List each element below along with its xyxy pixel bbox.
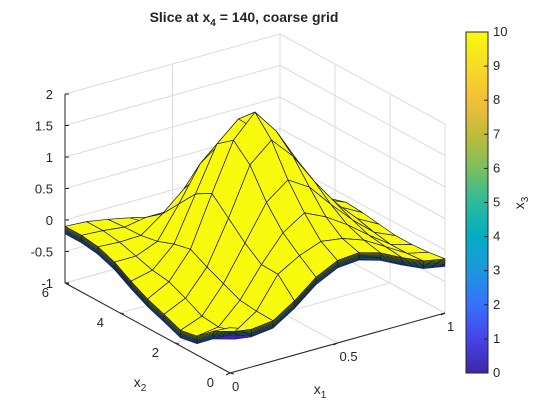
colorbar-tick-label: 3 [493, 263, 500, 278]
colorbar-label-base: x [511, 202, 527, 209]
y-tick-label: 0 [207, 375, 214, 390]
grid-z-side-6 [279, 33, 446, 125]
colorbar-label-sub: 3 [520, 196, 531, 202]
title-sub: 4 [210, 18, 216, 29]
layer-bands [64, 225, 446, 344]
y-axis-line [64, 282, 231, 374]
grid-z-side-4 [279, 96, 446, 188]
x-axis-label: x1 [314, 381, 327, 401]
grid-z-side-5 [279, 65, 446, 156]
title-post: = 140, coarse grid [216, 9, 339, 25]
colorbar-tick-label: 5 [493, 195, 500, 210]
colorbar-tick-label: 10 [493, 24, 507, 39]
colorbar-label: x3 [511, 196, 531, 209]
y-axis-label: x2 [134, 374, 147, 394]
y-tick-label: 6 [42, 285, 49, 300]
colorbar-tick-label: 4 [493, 229, 500, 244]
y-tick-label: 4 [97, 315, 104, 330]
z-tick-label: 1.5 [35, 119, 53, 134]
colorbar-tick-label: 8 [493, 92, 500, 107]
z-tick-label: 2 [46, 87, 53, 102]
z-tick-labels: -1 -0.5 0 0.5 1 1.5 2 [31, 87, 69, 291]
colorbar-ticks: 0 1 2 3 4 5 6 7 8 9 10 [484, 24, 507, 380]
y-tick-mark [119, 312, 125, 315]
isosurface-level-10-cell [406, 251, 446, 262]
z-tick-label: -0.5 [31, 245, 53, 260]
z-tick-label: -1 [41, 276, 53, 291]
colorbar-tick-label: 6 [493, 160, 500, 175]
x-axis-label-sub: 1 [321, 390, 327, 401]
colorbar-tick-label: 0 [493, 365, 500, 380]
surface-plot [64, 111, 446, 345]
colorbar-tick-label: 1 [493, 331, 500, 346]
title-pre: Slice at x [150, 9, 211, 25]
y-tick-label: 2 [152, 345, 159, 360]
y-axis-label-base: x [134, 374, 141, 390]
colorbar-tick-label: 7 [493, 126, 500, 141]
y-axis-label-sub: 2 [141, 383, 147, 394]
x-tick-labels: 00.51 [225, 312, 454, 394]
z-tick-label: 1 [46, 150, 53, 165]
y-tick-mark [174, 342, 180, 345]
x-tick-label: 0.5 [340, 349, 358, 364]
grid-z-side-3 [279, 128, 446, 219]
x-tick-mark [225, 372, 231, 376]
x-tick-mark [333, 342, 338, 346]
x-tick-label: 1 [447, 319, 454, 334]
x-tick-label: 0 [232, 379, 239, 394]
y-tick-mark [229, 372, 235, 375]
y-tick-labels: 0 2 4 6 [42, 282, 235, 390]
isosurface-level-10 [64, 111, 446, 337]
z-tick-label: 0.5 [35, 182, 53, 197]
colorbar-tick-label: 9 [493, 58, 500, 73]
x-tick-mark [440, 312, 446, 316]
x-axis-label-base: x [314, 381, 321, 397]
z-tick-label: 0 [46, 213, 53, 228]
chart-title: Slice at x4 = 140, coarse grid [150, 9, 339, 29]
colorbar-tick-label: 2 [493, 297, 500, 312]
